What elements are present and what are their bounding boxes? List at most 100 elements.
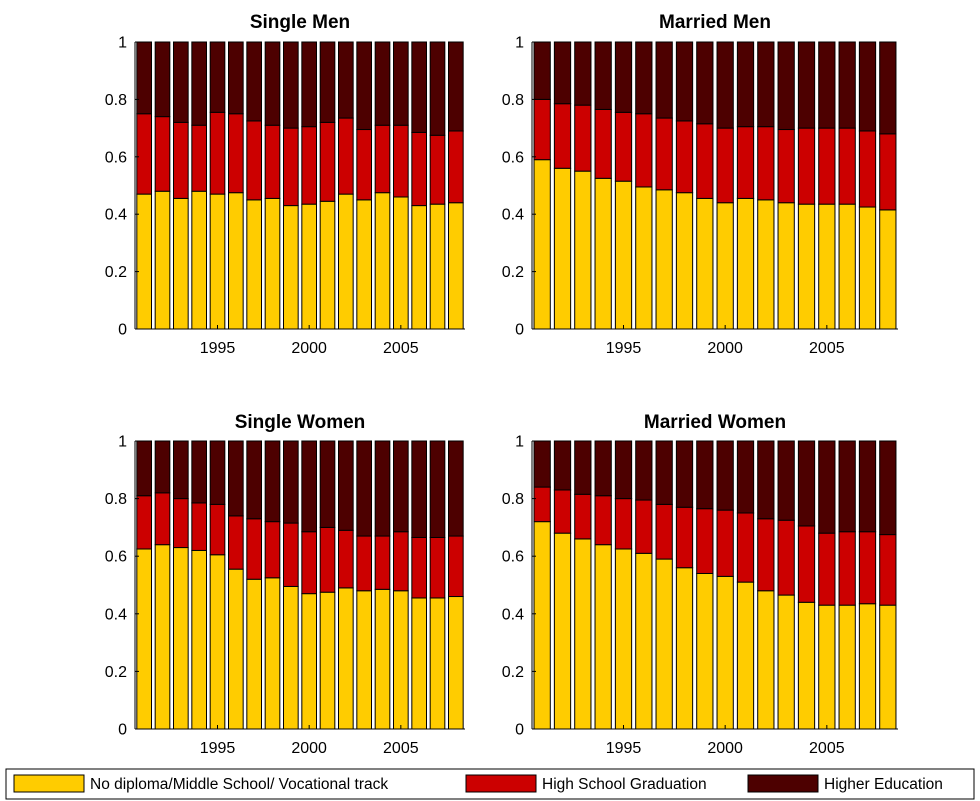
bar-married-women-high-school-1996 (635, 499, 653, 554)
bar-single-men-higher-education-1999 (283, 41, 299, 129)
bar-married-women-no-diploma-2007 (858, 603, 877, 730)
bar-single-men-high-school-1999 (283, 127, 299, 207)
bar-married-men-higher-education-2007 (858, 41, 877, 132)
bar-married-women-higher-education-2008 (879, 440, 897, 536)
bar-single-men-higher-education-2002 (338, 41, 354, 119)
bar-single-men-no-diploma-1999 (283, 205, 299, 330)
bar-single-women-high-school-1996 (228, 515, 244, 570)
bar-single-women-high-school-2000 (301, 531, 317, 595)
bar-single-men-no-diploma-1995 (209, 193, 226, 330)
bar-married-men-high-school-1992 (553, 103, 572, 169)
bar-married-women-higher-education-1996 (635, 440, 653, 501)
bar-married-men-higher-education-2004 (797, 41, 816, 129)
y-tick-label-single-men-2: 0.4 (105, 207, 127, 224)
bar-single-women-high-school-1995 (209, 503, 226, 556)
bar-married-men-higher-education-1991 (533, 41, 551, 100)
title-single-men: Single Men (250, 12, 350, 33)
bar-married-men-high-school-1997 (655, 117, 673, 191)
bar-single-women-high-school-1994 (191, 502, 208, 551)
bar-married-women-high-school-2008 (879, 534, 897, 606)
bar-single-men-higher-education-2003 (356, 41, 372, 131)
bar-single-women-no-diploma-1999 (283, 585, 299, 730)
panel-single-women: 0 0.2 0.4 0.6 0.8 1 1995 2000 2005 Single Women (105, 412, 465, 757)
bar-married-men-high-school-2002 (757, 126, 775, 201)
bar-married-women-high-school-1997 (655, 503, 673, 560)
y-tick-label-single-women-0: 0 (118, 722, 127, 739)
bar-single-men-high-school-2006 (411, 131, 427, 207)
bar-single-women-higher-education-2004 (374, 440, 391, 537)
bar-single-men-no-diploma-2006 (411, 205, 427, 330)
bar-single-women-high-school-1997 (246, 518, 263, 580)
bar-married-women-no-diploma-1999 (696, 572, 714, 730)
bar-married-women-no-diploma-2004 (797, 601, 816, 730)
y-tick-label-married-men-1: 0.2 (502, 264, 524, 281)
bar-married-men-higher-education-1992 (553, 41, 572, 105)
y-tick-label-single-women-5: 1 (118, 434, 127, 451)
bar-single-men-no-diploma-1997 (246, 199, 263, 330)
bar-married-women-no-diploma-2001 (736, 581, 755, 730)
bar-married-women-higher-education-1991 (533, 440, 551, 488)
bar-single-men-high-school-1998 (264, 124, 281, 199)
bar-married-men-high-school-1991 (533, 98, 551, 161)
bar-single-women-higher-education-1994 (191, 440, 208, 504)
bar-married-women-higher-education-2002 (757, 440, 775, 520)
bar-single-women-higher-education-2007 (429, 440, 446, 538)
bar-married-women-higher-education-1997 (655, 440, 673, 505)
bar-married-women-higher-education-2006 (838, 440, 856, 533)
bar-married-women-no-diploma-1993 (574, 538, 592, 730)
bar-single-women-higher-education-1998 (264, 440, 281, 523)
legend-swatch-high-school (465, 774, 537, 793)
bar-single-women-higher-education-2000 (301, 440, 317, 533)
bar-single-women-no-diploma-1994 (191, 549, 208, 730)
bar-married-women-no-diploma-1992 (553, 532, 572, 730)
title-married-women: Married Women (644, 412, 786, 433)
bar-married-men-no-diploma-2003 (777, 202, 795, 330)
bar-married-men-no-diploma-2001 (736, 197, 755, 330)
bar-single-women-no-diploma-2007 (429, 597, 446, 730)
bar-single-men-no-diploma-2004 (374, 192, 391, 330)
bar-married-men-higher-education-1996 (635, 41, 653, 115)
y-tick-label-single-men-1: 0.2 (105, 264, 127, 281)
bar-single-women-no-diploma-1993 (173, 547, 189, 730)
bar-single-men-high-school-2003 (356, 129, 372, 201)
bar-single-women-high-school-2003 (356, 535, 372, 592)
bar-married-men-high-school-1999 (696, 123, 714, 199)
bar-married-men-no-diploma-1999 (696, 197, 714, 330)
bar-single-men-higher-education-1997 (246, 41, 263, 122)
bar-married-men-higher-education-2008 (879, 41, 897, 135)
bar-married-women-higher-education-1993 (574, 440, 592, 495)
legend: No diploma/Middle School/ Vocational tra… (5, 768, 975, 800)
bar-single-men-high-school-1995 (209, 111, 226, 195)
bar-married-men-no-diploma-2004 (797, 203, 816, 330)
bar-single-men-higher-education-2008 (448, 41, 464, 132)
bar-single-men-no-diploma-1998 (264, 197, 281, 330)
bar-married-women-no-diploma-2005 (818, 604, 836, 730)
bar-married-men-higher-education-2002 (757, 41, 775, 128)
panel-single-men: 0 0.2 0.4 0.6 0.8 1 1995 2000 2005 Single Men (105, 12, 465, 357)
y-tick-label-single-men-3: 0.6 (105, 149, 127, 166)
bar-married-women-high-school-2007 (858, 531, 877, 605)
y-tick-label-single-women-4: 0.8 (105, 491, 127, 508)
panel-married-men: 0 0.2 0.4 0.6 0.8 1 1995 2000 2005 Married Men (502, 12, 898, 357)
bar-single-women-high-school-1999 (283, 522, 299, 587)
bar-single-women-high-school-2002 (338, 529, 354, 589)
bar-married-men-higher-education-2006 (838, 41, 856, 129)
bar-married-women-higher-education-2000 (716, 440, 734, 511)
y-tick-label-married-women-4: 0.8 (502, 491, 524, 508)
bar-married-men-high-school-2000 (716, 127, 734, 204)
bar-married-women-high-school-1991 (533, 486, 551, 523)
y-tick-label-married-women-3: 0.6 (502, 549, 524, 566)
bar-single-women-no-diploma-1995 (209, 554, 226, 730)
legend-label-higher-education: Higher Education (824, 776, 943, 793)
bar-single-men-no-diploma-2000 (301, 203, 317, 330)
x-tick-label-married-men-0: 1995 (606, 340, 642, 357)
bar-single-women-higher-education-1993 (173, 440, 189, 500)
bar-single-women-higher-education-1999 (283, 440, 299, 524)
bar-single-men-high-school-2002 (338, 117, 354, 195)
bar-single-men-higher-education-2000 (301, 41, 317, 128)
y-tick-label-single-men-5: 1 (118, 35, 127, 52)
bar-married-women-high-school-2001 (736, 512, 755, 583)
bar-married-men-high-school-2006 (838, 127, 856, 205)
bar-married-men-no-diploma-1993 (574, 170, 592, 330)
bar-married-women-no-diploma-2008 (879, 604, 897, 730)
